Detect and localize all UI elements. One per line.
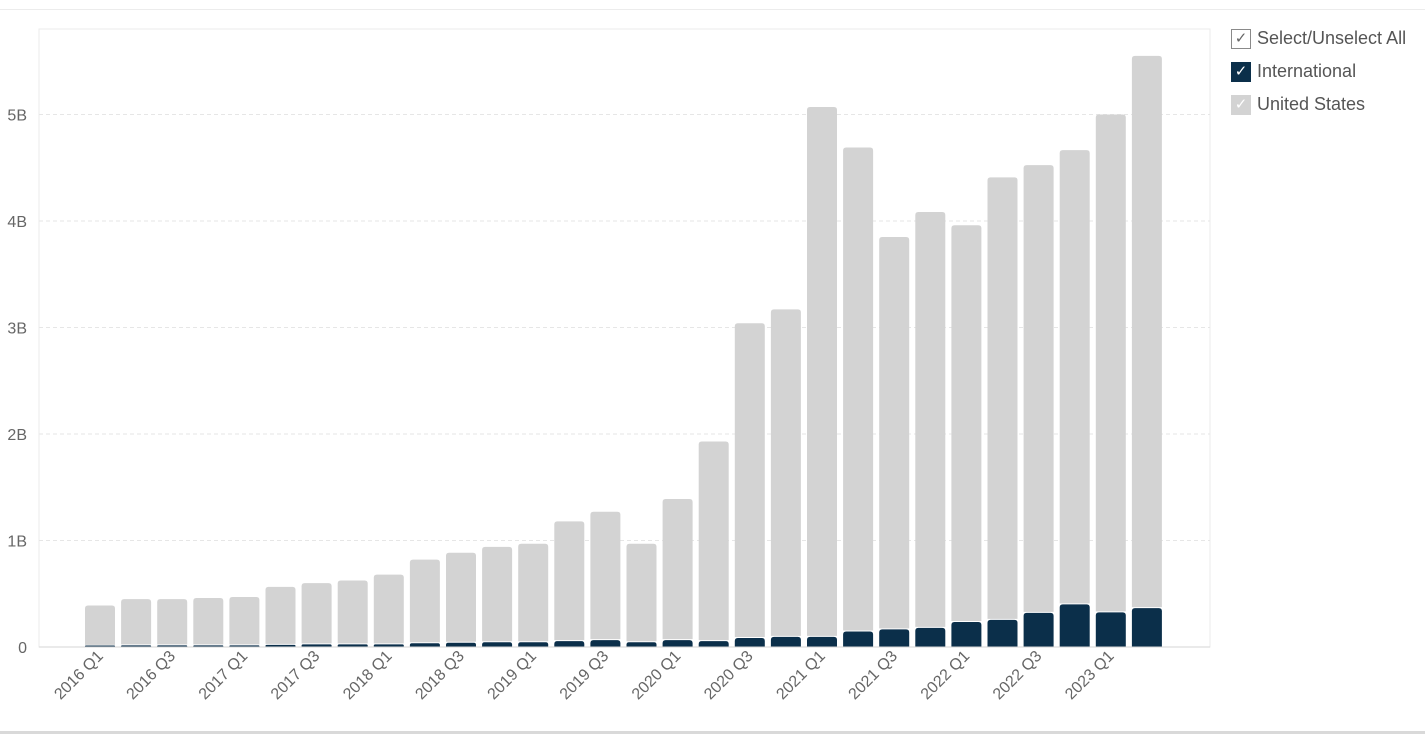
bottom-border [0, 731, 1425, 734]
bar-united-states[interactable] [1095, 114, 1126, 612]
x-tick-label: 2022 Q1 [918, 648, 973, 703]
bar-united-states[interactable] [229, 596, 260, 645]
bar-united-states[interactable] [698, 441, 729, 641]
x-tick-label: 2017 Q3 [268, 648, 323, 703]
bar-united-states[interactable] [482, 546, 513, 642]
bar-united-states[interactable] [879, 236, 910, 629]
bar-united-states[interactable] [626, 543, 657, 642]
bar-united-states[interactable] [915, 211, 946, 627]
bar-united-states[interactable] [337, 580, 368, 644]
bar-international[interactable] [301, 644, 332, 647]
bar-international[interactable] [1131, 608, 1162, 647]
bar-united-states[interactable] [518, 543, 549, 642]
y-tick-label: 3B [7, 321, 27, 338]
x-tick-label: 2021 Q3 [846, 648, 901, 703]
bar-united-states[interactable] [373, 574, 404, 644]
bar-international[interactable] [626, 642, 657, 647]
bar-international[interactable] [662, 640, 693, 647]
bar-united-states[interactable] [662, 498, 693, 640]
bar-united-states[interactable] [446, 552, 476, 642]
bar-united-states[interactable] [85, 605, 115, 645]
legend-label-united-states: United States [1257, 94, 1366, 114]
x-tick-label: 2020 Q1 [629, 648, 684, 703]
bar-international[interactable] [915, 627, 946, 647]
x-tick-label: 2023 Q1 [1062, 648, 1117, 703]
bar-united-states[interactable] [121, 599, 152, 645]
bar-united-states[interactable] [1131, 55, 1162, 608]
bar-united-states[interactable] [807, 107, 837, 636]
bar-united-states[interactable] [951, 225, 982, 621]
legend-label-select-all: Select/Unselect All [1257, 28, 1407, 48]
bar-international[interactable] [951, 621, 982, 647]
x-tick-label: 2017 Q1 [196, 648, 251, 703]
bar-international[interactable] [482, 642, 513, 647]
bar-united-states[interactable] [770, 309, 801, 636]
bar-united-states[interactable] [987, 177, 1018, 619]
legend-label-international: International [1257, 61, 1357, 81]
bar-international[interactable] [373, 644, 404, 647]
bar-international[interactable] [518, 642, 549, 647]
legend-item-united-states[interactable]: ✓ United States [1231, 88, 1406, 121]
bar-united-states[interactable] [1023, 165, 1054, 612]
legend: ✓ Select/Unselect All ✓ International ✓ … [1231, 22, 1406, 121]
checkbox-international[interactable]: ✓ [1231, 61, 1251, 82]
bar-united-states[interactable] [157, 599, 188, 645]
bar-united-states[interactable] [265, 586, 296, 644]
bars [85, 55, 1162, 647]
y-axis-ticks: 0 1B 2B 3B 4B 5B [7, 108, 27, 658]
bar-international[interactable] [265, 644, 296, 647]
bar-international[interactable] [734, 637, 765, 647]
bar-international[interactable] [409, 643, 440, 647]
y-tick-label: 4B [7, 214, 27, 231]
legend-item-international[interactable]: ✓ International [1231, 55, 1406, 88]
checkbox-united-states[interactable]: ✓ [1231, 94, 1251, 115]
y-tick-label: 0 [18, 640, 27, 657]
bar-united-states[interactable] [590, 511, 621, 640]
bar-international[interactable] [1059, 604, 1090, 647]
bar-international[interactable] [1023, 612, 1054, 647]
bar-united-states[interactable] [734, 323, 765, 637]
bar-international[interactable] [698, 641, 729, 647]
x-tick-label: 2020 Q3 [701, 648, 756, 703]
bar-united-states[interactable] [409, 559, 440, 643]
x-tick-label: 2018 Q3 [412, 648, 467, 703]
checkbox-select-all[interactable]: ✓ [1231, 28, 1251, 49]
x-tick-label: 2021 Q1 [773, 648, 828, 703]
bar-united-states[interactable] [554, 521, 585, 641]
bar-international[interactable] [446, 642, 476, 647]
bar-international[interactable] [1095, 612, 1126, 647]
bar-united-states[interactable] [193, 598, 224, 645]
x-tick-label: 2019 Q3 [557, 648, 612, 703]
x-tick-label: 2022 Q3 [990, 648, 1045, 703]
bar-international[interactable] [590, 640, 621, 647]
y-tick-label: 5B [7, 108, 27, 125]
x-axis-ticks: 2016 Q1 2016 Q3 2017 Q1 2017 Q3 2018 Q1 2018 … [51, 648, 1117, 703]
x-tick-label: 2019 Q1 [485, 648, 540, 703]
bar-international[interactable] [843, 631, 874, 647]
bar-united-states[interactable] [843, 147, 874, 631]
bar-united-states[interactable] [1059, 150, 1090, 604]
bar-international[interactable] [554, 641, 585, 647]
bar-international[interactable] [807, 636, 837, 647]
bar-international[interactable] [987, 619, 1018, 647]
x-tick-label: 2016 Q3 [124, 648, 179, 703]
bar-international[interactable] [770, 636, 801, 647]
legend-item-select-all[interactable]: ✓ Select/Unselect All [1231, 22, 1406, 55]
bar-international[interactable] [337, 644, 368, 647]
top-divider [0, 9, 1425, 10]
y-tick-label: 1B [7, 534, 27, 551]
bar-international[interactable] [879, 629, 910, 647]
y-tick-label: 2B [7, 427, 27, 444]
bar-united-states[interactable] [301, 583, 332, 644]
x-tick-label: 2018 Q1 [340, 648, 395, 703]
x-tick-label: 2016 Q1 [51, 648, 106, 703]
